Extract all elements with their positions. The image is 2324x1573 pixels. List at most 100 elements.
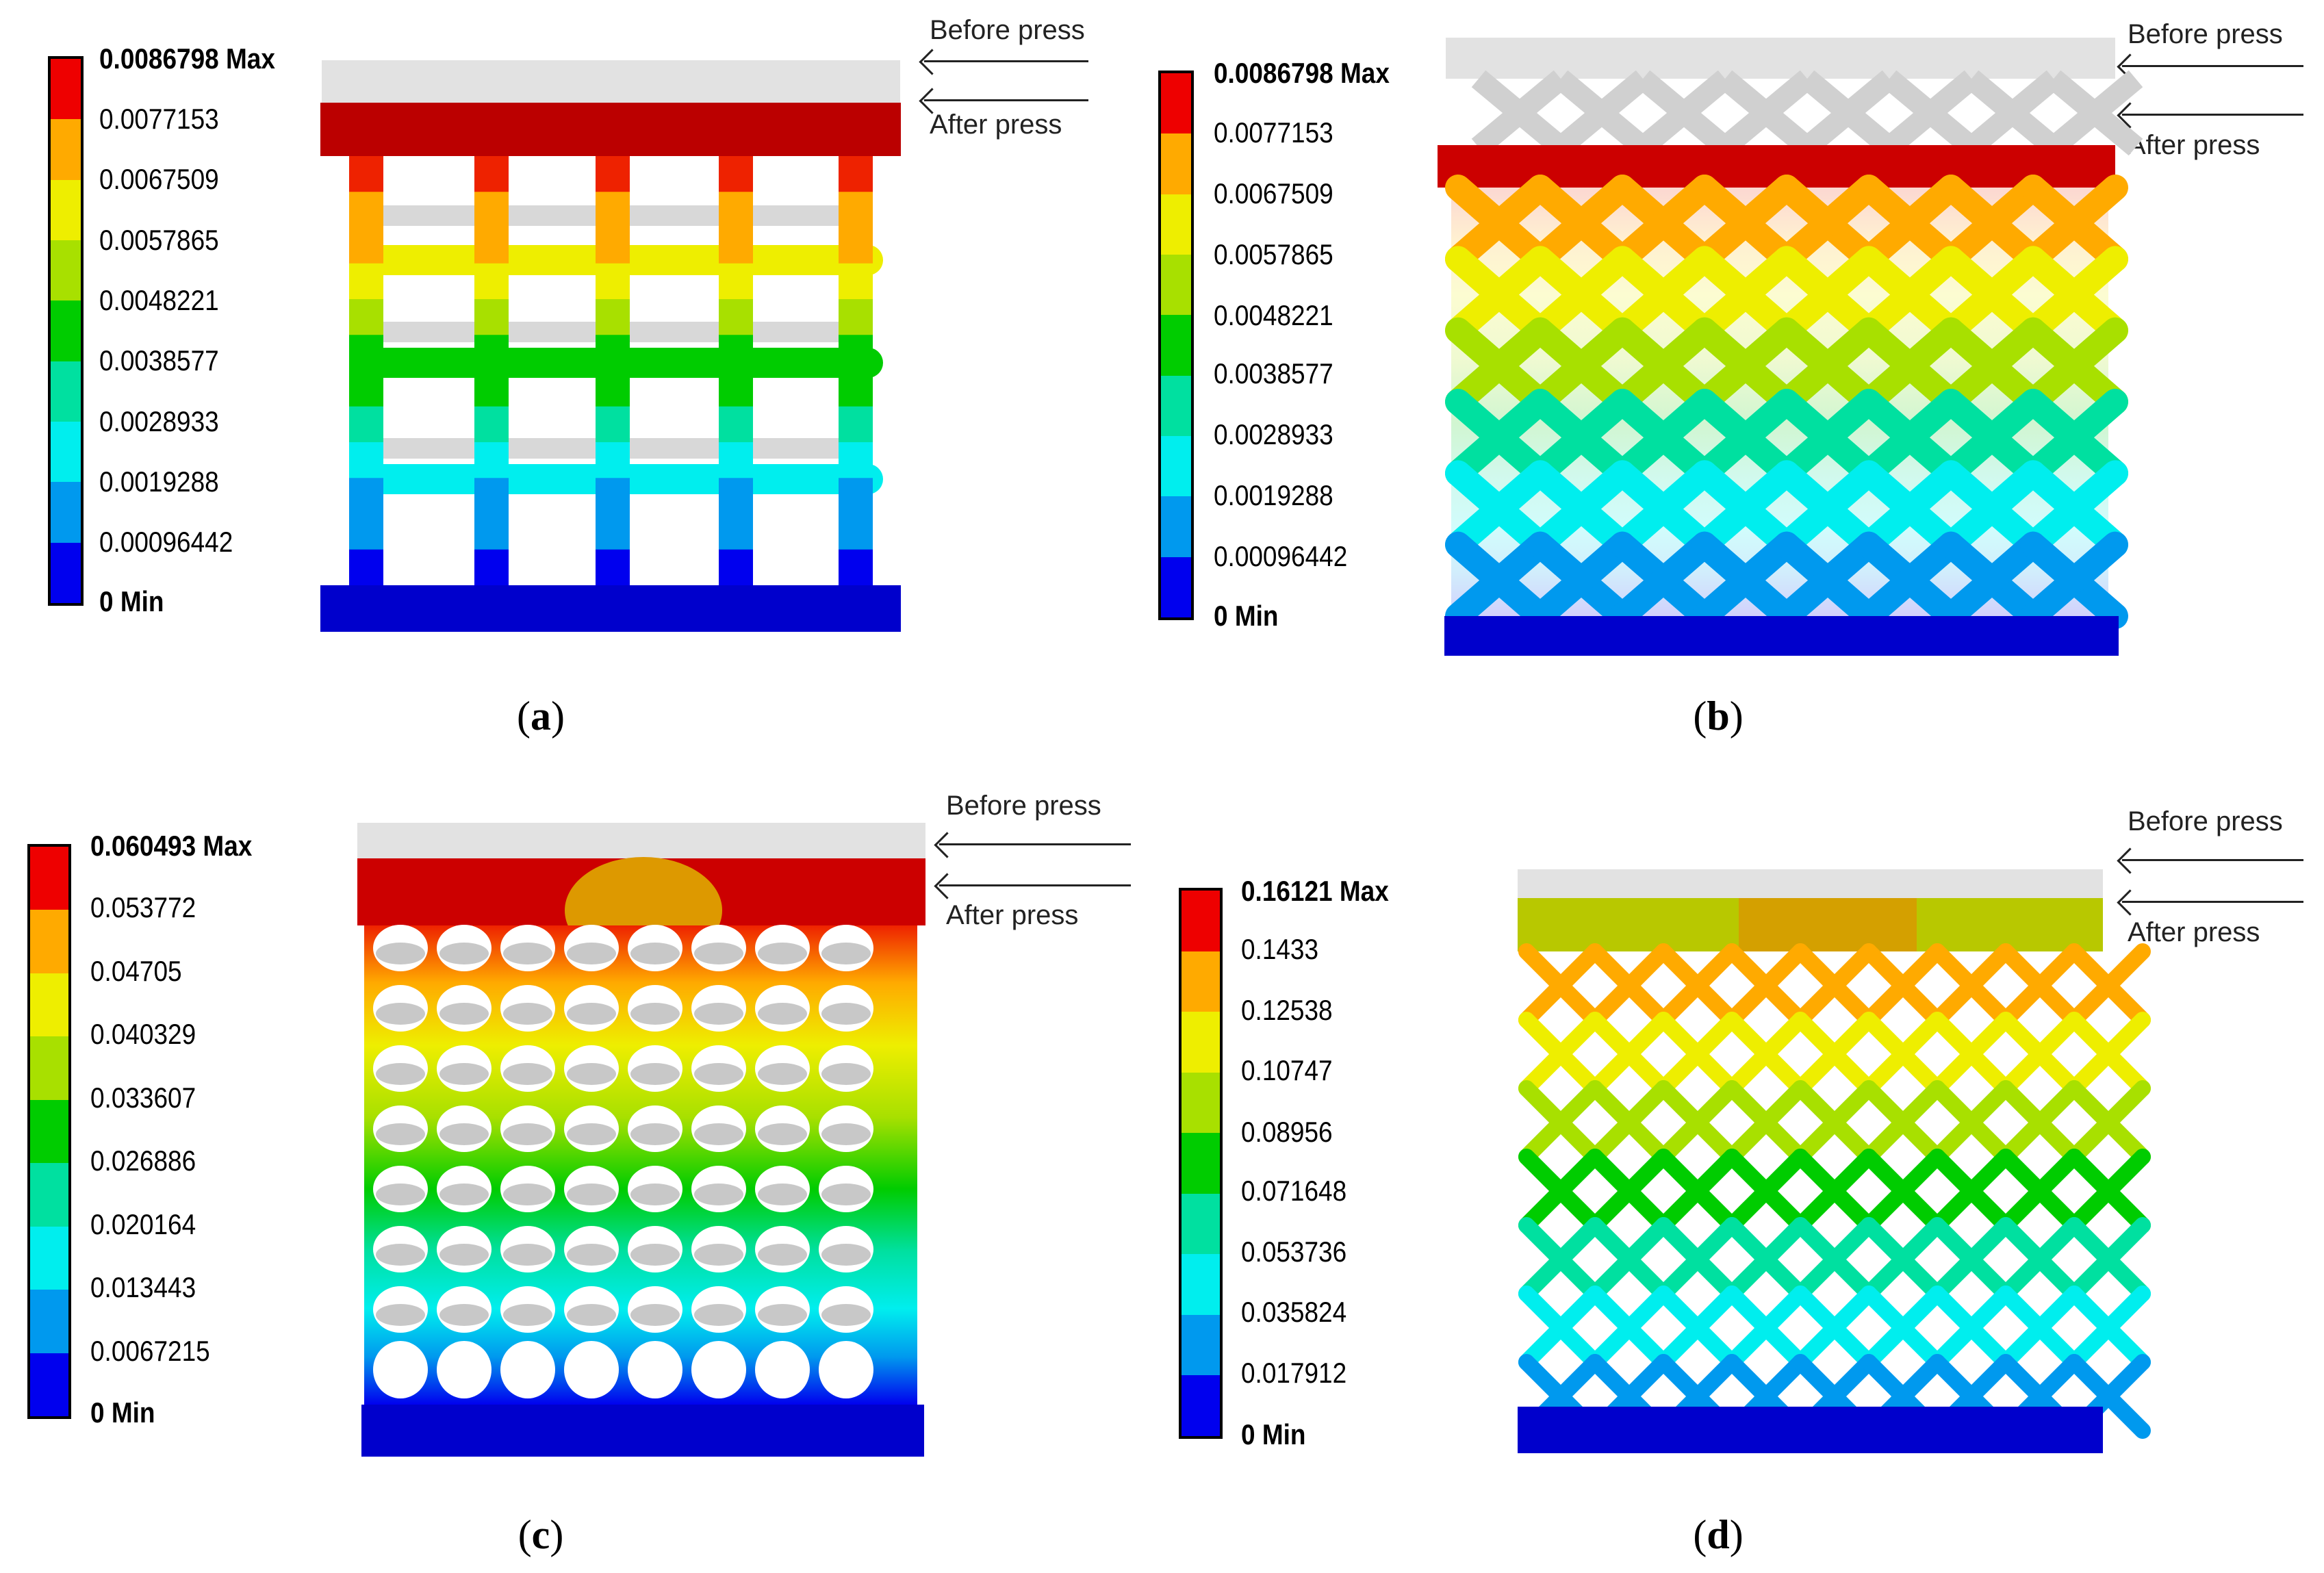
vertical-strut: [596, 263, 630, 300]
diagonal-strut: [1655, 943, 1740, 1028]
diagonal-strut: [1929, 1012, 2014, 1097]
legend-color-segment: [1161, 133, 1191, 194]
legend-label-min: 0 Min: [90, 1396, 155, 1429]
diagonal-strut: [1856, 460, 1964, 558]
diagonal-strut: [1587, 1149, 1672, 1233]
legend-label: 0.0019288: [1214, 479, 1333, 511]
legend-label: 0.0038577: [99, 344, 219, 376]
legend-color-segment: [1182, 951, 1220, 1012]
legend-color-segment: [1161, 375, 1191, 436]
hole: [755, 1341, 810, 1398]
original-top-plate: [1446, 38, 2115, 79]
original-strut: [1718, 70, 1815, 156]
legend-color-segment: [51, 179, 81, 240]
diagonal-strut: [1691, 175, 1800, 272]
hole-shadow: [376, 1304, 425, 1326]
vertical-strut: [596, 549, 630, 586]
diagonal-strut: [1929, 1286, 2014, 1370]
legend-label: 0.017912: [1241, 1357, 1347, 1389]
diagonal-strut: [1527, 317, 1635, 415]
vertical-strut: [596, 478, 630, 515]
hole-shadow: [503, 1003, 552, 1025]
hole: [628, 1341, 682, 1398]
vertical-strut: [719, 263, 753, 300]
diagonal-strut: [1691, 246, 1800, 344]
before-press-arrow: [939, 843, 1131, 845]
diagonal-strut: [1938, 246, 2046, 344]
vertical-strut: [839, 192, 873, 229]
vertical-strut: [349, 192, 383, 229]
original-strut: [2046, 70, 2143, 156]
hole-shadow: [630, 943, 680, 964]
legend-label: 0.0077153: [1214, 116, 1333, 149]
legend-label: 0.0057865: [99, 224, 219, 256]
original-top-plate: [322, 60, 900, 103]
legend-color-segment: [1182, 1012, 1220, 1073]
legend-color-segment: [1182, 891, 1220, 951]
diagonal-strut: [1527, 531, 1635, 629]
vertical-strut: [596, 156, 630, 193]
hole-shadow: [694, 1304, 743, 1326]
hole-shadow: [439, 1063, 489, 1085]
hole-shadow: [439, 1003, 489, 1025]
diagonal-strut: [1856, 246, 1964, 344]
vertical-strut: [719, 549, 753, 586]
before-press-label: Before press: [946, 791, 1101, 821]
legend-color-bar: [48, 56, 84, 606]
legend-color-segment: [1182, 1133, 1220, 1194]
vertical-strut: [719, 192, 753, 229]
diagonal-strut: [2066, 1012, 2151, 1097]
hole-shadow: [376, 1063, 425, 1085]
legend-label: 0.026886: [90, 1144, 196, 1177]
before-press-label: Before press: [2128, 806, 2283, 836]
legend-label: 0.053736: [1241, 1236, 1347, 1268]
legend-color-segment: [51, 361, 81, 422]
hole-shadow: [503, 1244, 552, 1266]
legend-label: 0.10747: [1241, 1054, 1333, 1086]
original-strut: [1964, 70, 2061, 156]
diagonal-strut: [1997, 1286, 2082, 1370]
hole-shadow: [376, 1184, 425, 1205]
vertical-strut: [596, 442, 630, 479]
hole-shadow: [758, 1244, 807, 1266]
diagonal-strut: [2066, 1286, 2151, 1370]
legend-color-segment: [51, 300, 81, 361]
legend-color-segment: [1182, 1072, 1220, 1134]
hole-shadow: [567, 1123, 616, 1145]
legend-color-segment: [1161, 496, 1191, 557]
diagonal-strut: [2066, 1217, 2151, 1302]
diagonal-strut: [1997, 1217, 2082, 1302]
diagonal-strut: [1861, 1217, 1945, 1302]
vertical-strut: [474, 513, 509, 550]
vertical-strut: [839, 263, 873, 300]
legend-label: 0.013443: [90, 1271, 196, 1303]
caption-letter: c: [531, 1512, 550, 1557]
diagonal-strut: [1518, 1286, 1603, 1370]
vertical-strut: [474, 406, 509, 443]
diagonal-strut: [1861, 943, 1945, 1028]
legend-label: 0.0028933: [1214, 418, 1333, 450]
legend-color-bar: [1179, 888, 1223, 1439]
hole-shadow: [694, 1184, 743, 1205]
diagonal-strut: [1518, 1012, 1603, 1097]
legend-label-min: 0 Min: [1241, 1418, 1306, 1450]
diagonal-strut: [1724, 1080, 1809, 1165]
legend-color-segment: [1161, 315, 1191, 376]
legend-color-segment: [1161, 254, 1191, 316]
vertical-strut: [474, 442, 509, 479]
legend-label-max: 0.060493 Max: [90, 830, 253, 862]
diagonal-strut: [1774, 175, 1882, 272]
hole-shadow: [694, 1244, 743, 1266]
legend-label: 0.0067509: [1214, 177, 1333, 209]
diagonal-strut: [1774, 389, 1882, 487]
legend-label: 0.035824: [1241, 1296, 1347, 1328]
before-press-arrow: [2122, 859, 2303, 861]
vertical-strut: [719, 442, 753, 479]
hole-shadow: [630, 1184, 680, 1205]
legend-label: 0.053772: [90, 891, 196, 923]
hole-shadow: [439, 1304, 489, 1326]
legend-color-segment: [1182, 1375, 1220, 1436]
after-press-label: After press: [946, 900, 1079, 930]
vertical-strut: [349, 156, 383, 193]
